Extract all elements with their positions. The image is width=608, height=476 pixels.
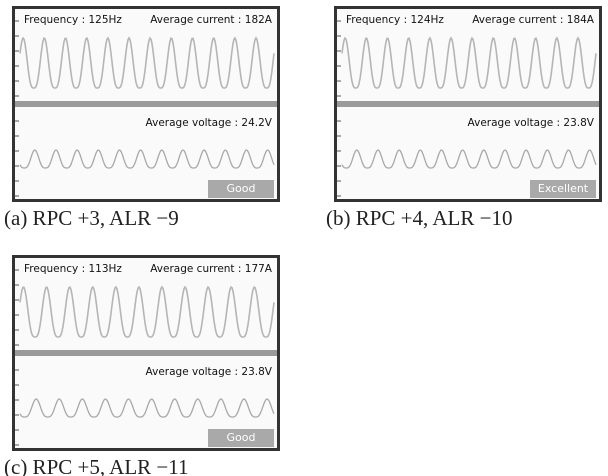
current-label: Average current : 182A — [150, 14, 273, 26]
caption: (a) RPC +3, ALR −9 — [4, 206, 179, 230]
panel: Frequency : 124Hz Average current : 184A A… — [326, 6, 602, 230]
divider — [15, 350, 277, 356]
voltage-label: Average voltage : 23.8V — [468, 117, 595, 129]
figure: Frequency : 125Hz Average current : 182A A… — [0, 0, 608, 476]
current-label: Average current : 184A — [472, 14, 595, 26]
frequency-label: Frequency : 125Hz — [24, 14, 122, 26]
panel: Frequency : 113Hz Average current : 177A A… — [4, 255, 280, 476]
panel: Frequency : 125Hz Average current : 182A A… — [4, 6, 280, 230]
divider — [15, 101, 277, 107]
status-label: Good — [227, 431, 256, 444]
caption: (c) RPC +5, ALR −11 — [4, 455, 189, 476]
caption: (b) RPC +4, ALR −10 — [326, 206, 512, 230]
divider — [337, 101, 599, 107]
frequency-label: Frequency : 113Hz — [24, 263, 122, 275]
frequency-label: Frequency : 124Hz — [346, 14, 444, 26]
voltage-label: Average voltage : 23.8V — [146, 366, 273, 378]
voltage-label: Average voltage : 24.2V — [146, 117, 273, 129]
current-label: Average current : 177A — [150, 263, 273, 275]
status-label: Good — [227, 182, 256, 195]
status-label: Excellent — [538, 182, 589, 195]
